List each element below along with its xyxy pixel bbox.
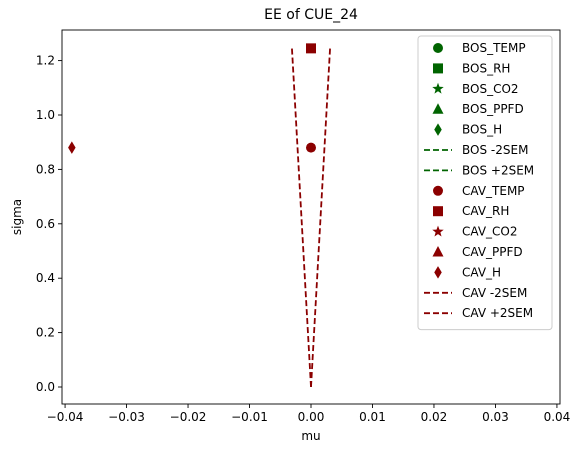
x-tick-label: 0.03 [482,410,509,424]
legend: BOS_TEMP BOS_RH BOS_CO2 BOS_PPFD BOS_H BOS -2… [417,35,553,331]
legend-bos-2sem-label: BOS +2SEM [462,163,534,177]
x-tick-label: −0.03 [108,410,145,424]
series-cav-rh-point [306,43,316,54]
legend-bos-2sem-label: BOS -2SEM [462,143,528,157]
y-tick-label: 1.2 [36,54,55,68]
legend-bos-ppfd-swatch [432,103,444,114]
legend-bos-h-swatch [434,123,442,136]
legend-cav-ppfd-swatch [432,246,444,257]
legend-cav-h-swatch [434,266,442,279]
legend-cav-rh-swatch [433,206,443,217]
legend-cav-co2-swatch [432,225,444,237]
legend-cav-rh-label: CAV_RH [462,204,509,218]
y-tick-label: 0.6 [36,217,55,231]
y-tick-label: 0.2 [36,326,55,340]
legend-box [417,35,553,331]
y-tick-label: 0.0 [36,380,55,394]
x-axis-label: mu [301,429,320,443]
x-tick-label: 0.02 [421,410,448,424]
x-tick-label: −0.01 [231,410,268,424]
legend-bos-h-label: BOS_H [462,123,502,137]
legend-bos-temp-swatch [433,43,443,53]
legend-bos-rh-label: BOS_RH [462,61,510,75]
x-tick-label: −0.04 [47,410,84,424]
legend-cav-2sem-label: CAV +2SEM [462,306,533,320]
legend-cav-ppfd-label: CAV_PPFD [462,245,523,259]
legend-bos-temp-label: BOS_TEMP [462,41,526,55]
legend-cav-h-label: CAV_H [462,265,501,279]
x-tick-label: 0.00 [298,410,325,424]
series-cav-h-point [68,141,76,154]
y-tick-label: 1.0 [36,108,55,122]
legend-bos-ppfd-label: BOS_PPFD [462,102,524,116]
series-cav-temp-point [306,142,316,153]
chart-title: EE of CUE_24 [264,7,358,23]
legend-cav-2sem-label: CAV -2SEM [462,286,527,300]
x-tick-label: −0.02 [170,410,207,424]
x-tick-label: 0.01 [359,410,386,424]
y-axis-label: sigma [10,199,24,235]
series-cav-2sem-line [291,48,312,388]
y-tick-label: 0.8 [36,162,55,176]
legend-cav-temp-label: CAV_TEMP [462,184,525,198]
legend-bos-co2-label: BOS_CO2 [462,82,519,96]
x-tick-label: 0.04 [544,410,571,424]
y-tick-label: 0.4 [36,271,55,285]
legend-bos-rh-swatch [433,63,443,74]
legend-cav-temp-swatch [433,185,443,196]
legend-cav-co2-label: CAV_CO2 [462,225,518,239]
plot-area: −0.04 −0.03 −0.02 −0.01 0.00 0.01 0.02 0.03 0.04… [36,29,571,424]
series-cav-2sem-line [310,48,331,388]
legend-bos-co2-swatch [432,82,444,94]
